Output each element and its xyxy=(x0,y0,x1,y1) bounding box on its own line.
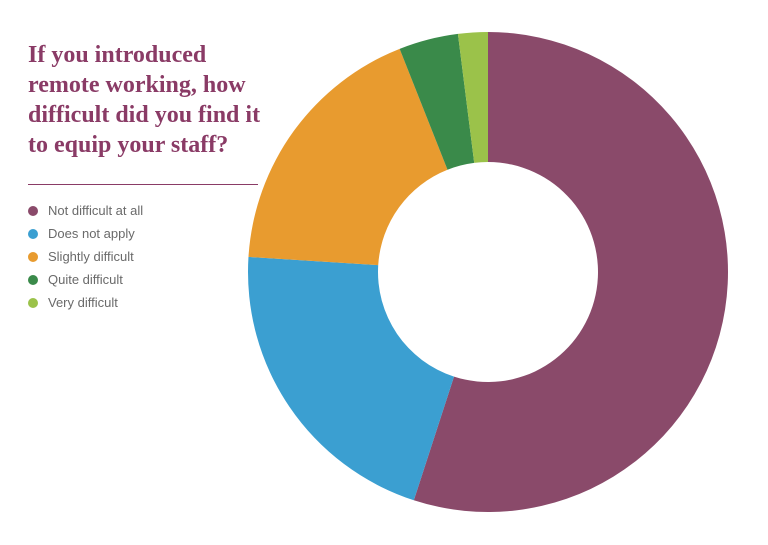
legend-dot-icon xyxy=(28,275,38,285)
legend-dot-icon xyxy=(28,229,38,239)
legend-label: Not difficult at all xyxy=(48,203,143,218)
legend-label: Quite difficult xyxy=(48,272,123,287)
legend-label: Very difficult xyxy=(48,295,118,310)
legend-label: Slightly difficult xyxy=(48,249,134,264)
legend-label: Does not apply xyxy=(48,226,135,241)
legend-dot-icon xyxy=(28,252,38,262)
donut-slice xyxy=(248,257,454,500)
legend-dot-icon xyxy=(28,298,38,308)
title-divider xyxy=(28,184,258,185)
donut-chart xyxy=(238,22,738,522)
legend-dot-icon xyxy=(28,206,38,216)
